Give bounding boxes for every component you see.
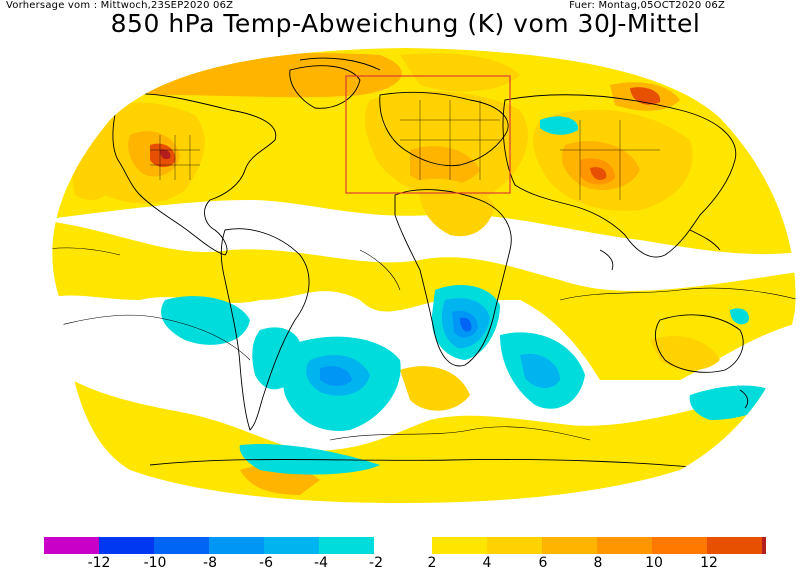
legend-tick-label: 2 xyxy=(427,555,437,571)
legend-swatch-negative xyxy=(209,537,264,554)
legend-tick-label: -6 xyxy=(259,555,273,571)
coastline-south-america xyxy=(220,228,310,431)
anomaly-area-pacific-warm xyxy=(70,156,115,200)
anomaly-area-europe-warm xyxy=(364,91,528,201)
coastline-australia xyxy=(654,314,744,373)
legend-tick-label: -2 xyxy=(369,555,383,571)
legend-swatch-positive xyxy=(432,537,487,554)
anomaly-area-arctic-warm xyxy=(110,53,402,98)
legend-tick-label: 6 xyxy=(538,555,548,571)
anomaly-map xyxy=(52,48,796,503)
anomaly-area-australia-south-cold xyxy=(689,385,780,420)
legend-swatch-positive xyxy=(597,537,652,554)
legend-swatch-negative xyxy=(264,537,319,554)
coastline-antarctica xyxy=(149,459,721,471)
legend-tick-label: -12 xyxy=(87,555,111,571)
legend-swatch-negative xyxy=(154,537,209,554)
legend-swatch-negative xyxy=(319,537,374,554)
anomaly-area-southern-warm xyxy=(52,360,796,503)
coastline-europe xyxy=(379,91,509,167)
legend-tick-label: -8 xyxy=(203,555,217,571)
forecast-valid-label: Fuer: Montag,05OCT2020 06Z xyxy=(569,0,725,11)
coastline-layer xyxy=(112,57,749,471)
anomaly-area-tropical-warm xyxy=(52,220,796,380)
legend-tick-label: 8 xyxy=(593,555,603,571)
legend-swatch-positive xyxy=(707,537,762,554)
forecast-issued-label: Vorhersage vom : Mittwoch,23SEP2020 06Z xyxy=(6,0,234,11)
legend-swatch-positive xyxy=(762,537,766,554)
anomaly-area-south-pacific-cold xyxy=(161,296,250,345)
legend-swatch-negative xyxy=(99,537,154,554)
legend-swatch-positive xyxy=(487,537,542,554)
legend-tick-label: 4 xyxy=(482,555,492,571)
legend-swatch-positive xyxy=(652,537,707,554)
coastline-africa xyxy=(394,189,512,367)
map-title: 850 hPa Temp-Abweichung (K) vom 30J-Mitt… xyxy=(110,9,701,38)
legend-tick-label: 12 xyxy=(700,555,718,571)
legend-tick-label: -10 xyxy=(143,555,167,571)
legend-tick-label: -4 xyxy=(314,555,328,571)
border-grid xyxy=(150,100,660,200)
coastline-asia xyxy=(502,94,737,258)
contour-lines xyxy=(52,247,796,441)
legend-swatch-positive xyxy=(542,537,597,554)
highlight-region-box xyxy=(345,75,511,194)
legend-tick-label: 10 xyxy=(645,555,663,571)
legend-colorbar xyxy=(44,537,766,554)
legend-swatch-negative xyxy=(44,537,99,554)
coastline-north-america xyxy=(112,93,277,256)
